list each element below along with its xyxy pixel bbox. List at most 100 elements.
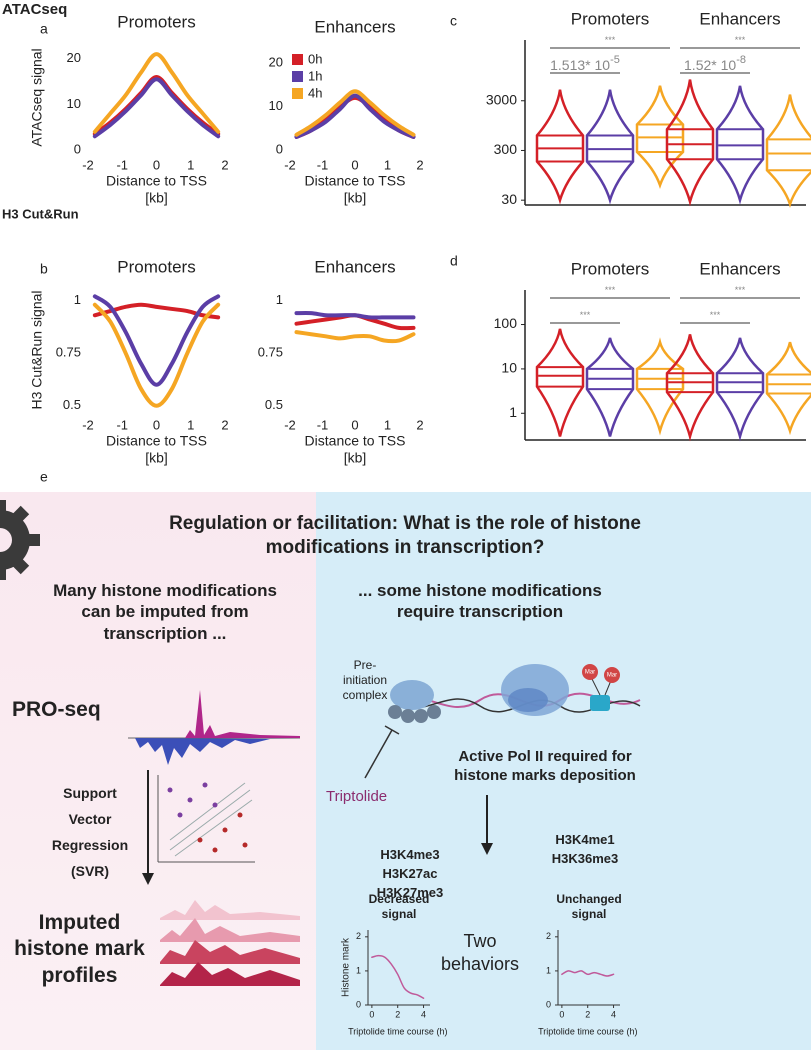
text-line: H3K36me3 (551, 851, 619, 866)
label-text: 1.52* 10 (684, 57, 736, 73)
label-text: *** (710, 310, 721, 320)
label-text: 1.513* 10 (550, 57, 610, 73)
chart-title: Enhancers (314, 257, 395, 276)
y-tick-label: 300 (494, 141, 518, 157)
y-axis-label: Histone mark (341, 937, 352, 997)
x-tick-label: 2 (221, 157, 228, 172)
line (92, 52, 221, 134)
significance-label: *** (605, 35, 616, 45)
line (294, 93, 416, 139)
significance-label: *** (710, 310, 721, 320)
y-tick-label: 10 (501, 360, 517, 376)
y-tick-label: 0.5 (265, 397, 283, 412)
violin-body (535, 328, 585, 437)
line (92, 294, 221, 387)
behaviors-label: Two behaviors (430, 930, 530, 975)
triptolide-label: Triptolide (326, 788, 388, 805)
x-axis-label: Triptolide time course (348, 1026, 434, 1036)
y-tick-label: 0 (276, 141, 283, 156)
line (92, 77, 221, 139)
legend-swatch (292, 88, 303, 99)
x-tick-label: 1 (187, 417, 194, 432)
right-panel (316, 492, 811, 1050)
label-text: *** (735, 35, 746, 45)
label-text: *** (735, 285, 746, 295)
x-axis-label: Distance to TSS (106, 433, 207, 449)
x-tick-label: 1 (384, 157, 391, 172)
x-tick-label: 2 (416, 417, 423, 432)
x-tick-label: 0 (351, 157, 358, 172)
svr-illustration (142, 770, 255, 885)
x-axis-label: Distance to TSS (305, 173, 406, 189)
line (371, 954, 425, 999)
x-axis-unit: [kb] (145, 450, 168, 466)
text-line: complex (342, 688, 388, 702)
panel-label: c (450, 13, 457, 29)
line (294, 89, 416, 137)
x-tick-label: 1 (384, 417, 391, 432)
legend-swatch (292, 54, 303, 65)
x-tick-label: 1 (187, 157, 194, 172)
text-line: H3K4me1 (555, 832, 615, 847)
violin-body (635, 337, 685, 436)
x-tick-label: 2 (585, 1009, 590, 1019)
text-line: modifications in transcription? (265, 536, 545, 558)
pic-label: Pre-initiation complex (335, 658, 395, 703)
violin-body (715, 337, 765, 442)
x-tick-label: 2 (416, 157, 423, 172)
marks-decreased: H3K4me3 H3K27ac H3K27me3 (355, 845, 465, 902)
y-tick-label: 0 (356, 999, 361, 1009)
mark-label: Mar (585, 670, 595, 676)
svr-label: Support Vector Regression (SVR) (35, 780, 145, 884)
text-line: initiation (342, 673, 388, 687)
y-tick-label: 0 (546, 999, 551, 1009)
y-tick-label: 10 (269, 98, 283, 113)
group-title: Promoters (571, 259, 649, 278)
pol2-illustration (364, 664, 641, 855)
y-tick-label: 0.5 (63, 397, 81, 412)
violin-body (715, 85, 765, 205)
x-tick-label: 2 (221, 417, 228, 432)
significance-label: *** (580, 310, 591, 320)
violin-body (665, 79, 715, 207)
y-tick-label: 2 (356, 931, 361, 941)
y-tick-label: 10 (67, 96, 81, 111)
text-line: Active Pol II required for (458, 748, 632, 765)
violin-body (585, 89, 635, 205)
violin-body (585, 337, 635, 437)
text-line: histone mark (14, 937, 145, 961)
text-line: Two (463, 931, 497, 951)
y-tick-label: 20 (67, 50, 81, 65)
significance-label: *** (735, 35, 746, 45)
violin-body (765, 94, 811, 209)
panel-label: b (40, 261, 48, 277)
x-axis-unit: (h) (627, 1026, 638, 1036)
chart-title: signal (382, 907, 417, 921)
line (92, 302, 221, 408)
section-label: H3 Cut&Run (2, 206, 79, 221)
violin-body (535, 89, 585, 205)
chart-title: Unchanged (556, 892, 621, 906)
x-axis-label: Distance to TSS (305, 433, 406, 449)
text-line: Imputed (38, 911, 121, 934)
group-title: Enhancers (699, 9, 780, 28)
y-tick-label: 1 (509, 404, 517, 420)
text-line: transcription ... (103, 623, 227, 643)
y-tick-label: 0 (74, 141, 81, 156)
text-line: ... some histone modifications (358, 581, 602, 600)
x-tick-label: 0 (369, 1009, 374, 1019)
group-title: Promoters (571, 9, 649, 28)
chart-title: Promoters (117, 12, 195, 31)
text-line: profiles (41, 963, 118, 987)
text-line: H3K27me3 (376, 885, 444, 900)
proseq-track (128, 690, 300, 765)
chart-title: Decreased (369, 892, 430, 906)
y-tick-label: 1 (74, 292, 81, 307)
label-text: *** (580, 310, 591, 320)
y-tick-label: 1 (546, 965, 551, 975)
right-heading: ... some histone modifications require tr… (325, 580, 635, 623)
proseq-label: PRO-seq (12, 698, 101, 721)
marks-unchanged: H3K4me1 H3K36me3 (540, 830, 630, 868)
mark-label: Mar (607, 673, 617, 679)
